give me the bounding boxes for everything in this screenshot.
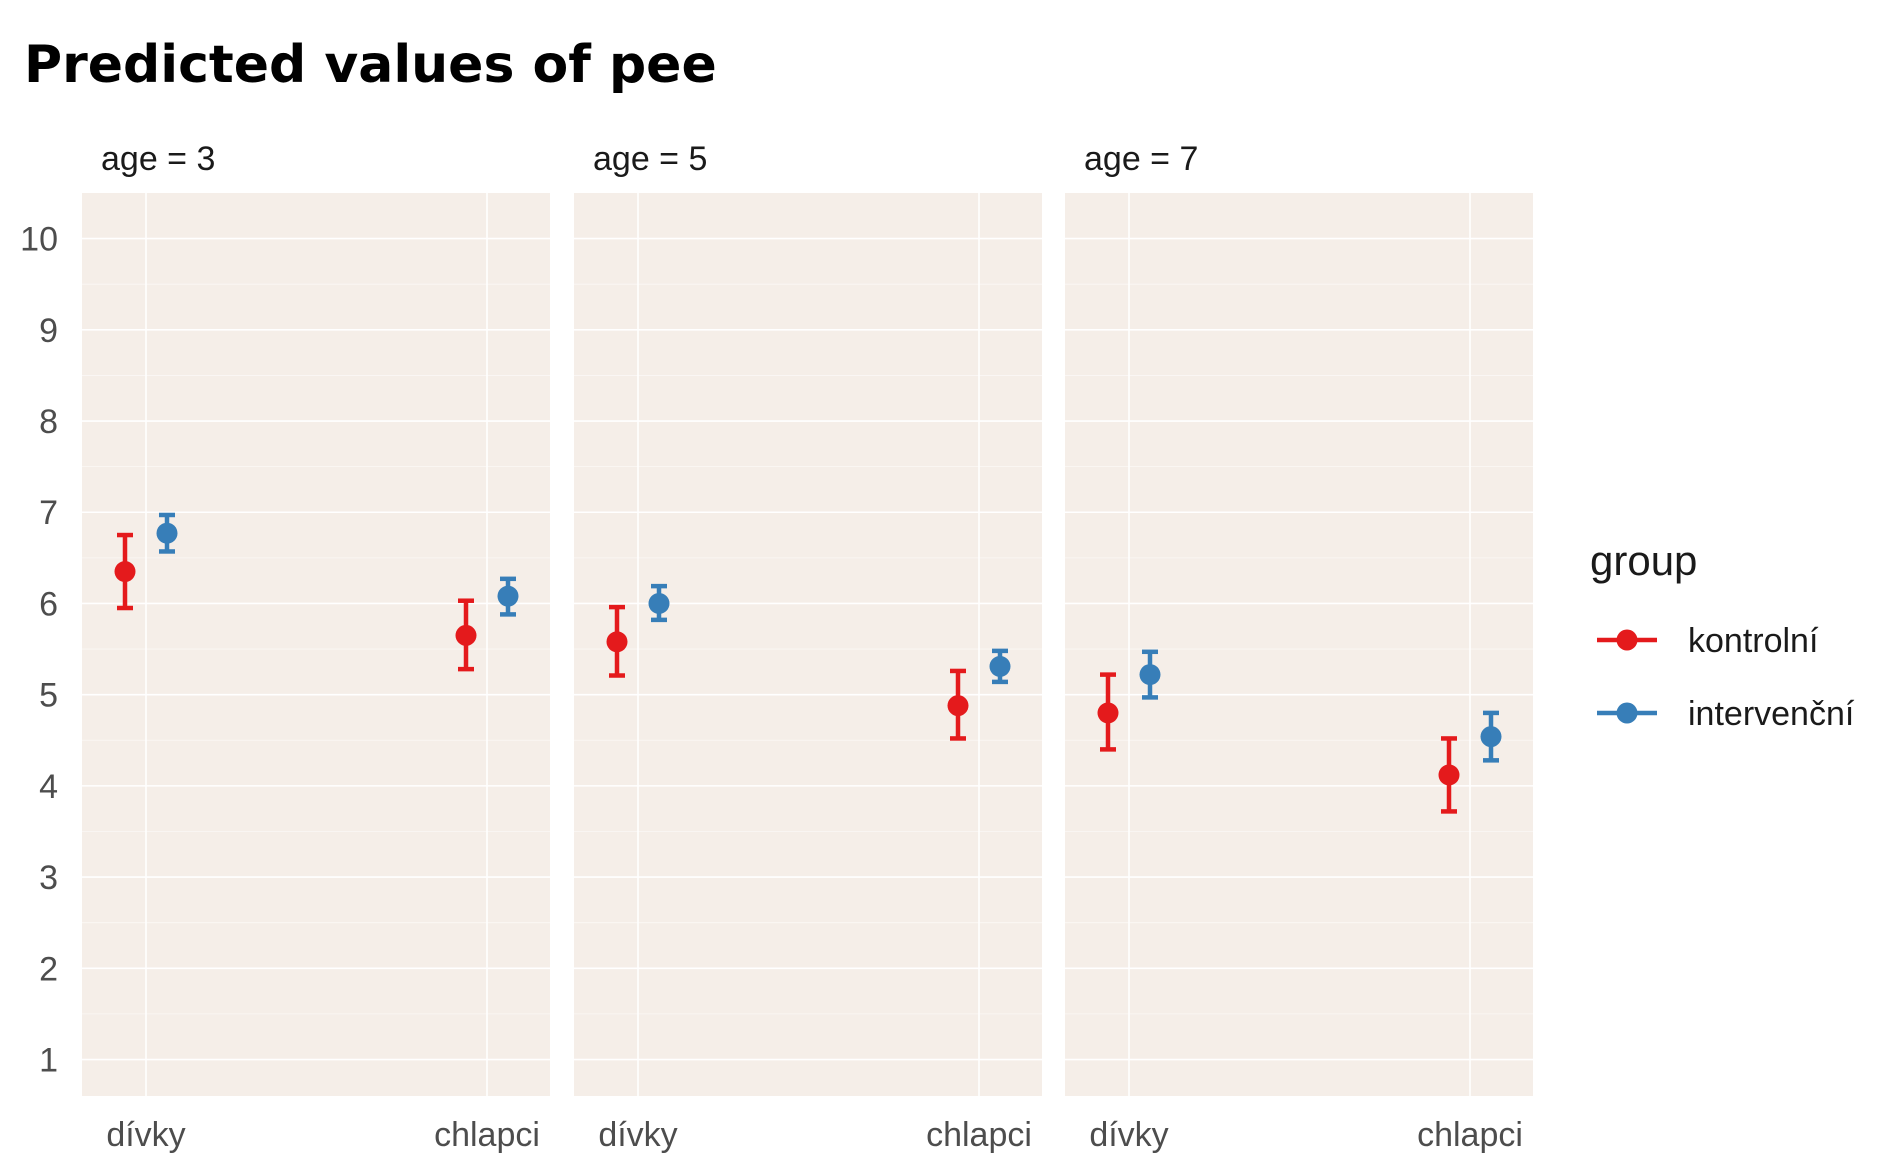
- data-point: [1480, 726, 1502, 748]
- legend-item: intervenční: [1597, 695, 1855, 733]
- y-tick-label: 7: [39, 494, 58, 532]
- data-point: [497, 585, 519, 607]
- data-point: [156, 522, 178, 544]
- legend-item: kontrolní: [1597, 622, 1819, 660]
- x-tick-label: dívky: [1089, 1116, 1168, 1154]
- data-point: [1139, 664, 1161, 686]
- legend-key-point: [1616, 629, 1638, 651]
- y-tick-label: 1: [39, 1042, 58, 1080]
- legend-label: kontrolní: [1688, 622, 1819, 660]
- data-point: [989, 655, 1011, 677]
- legend: group kontrolní intervenční: [1590, 537, 1855, 733]
- y-tick-label: 4: [39, 768, 58, 806]
- y-tick-label: 10: [20, 221, 58, 259]
- panel-background: [574, 193, 1042, 1096]
- y-axis: 1 2 3 4 5 6 7 8 9 10: [20, 221, 58, 1080]
- x-tick-label: chlapci: [434, 1116, 540, 1154]
- data-point: [114, 561, 136, 583]
- x-tick-label: dívky: [598, 1116, 677, 1154]
- facet-panel: age = 7 dívky chlapci: [1065, 140, 1533, 1154]
- legend-label: intervenční: [1688, 695, 1855, 733]
- data-point: [1438, 764, 1460, 786]
- panel-background: [82, 193, 550, 1096]
- legend-key-point: [1616, 702, 1638, 724]
- facet-label: age = 5: [593, 140, 707, 178]
- facet-panel: age = 5 dívky chlapci: [574, 140, 1042, 1154]
- data-point: [455, 624, 477, 646]
- y-tick-label: 8: [39, 403, 58, 441]
- chart-title: Predicted values of pee: [24, 35, 717, 95]
- y-tick-label: 3: [39, 859, 58, 897]
- facet-label: age = 7: [1084, 140, 1198, 178]
- y-tick-label: 6: [39, 585, 58, 623]
- x-tick-label: chlapci: [1417, 1116, 1523, 1154]
- data-point: [606, 631, 628, 653]
- x-tick-label: chlapci: [926, 1116, 1032, 1154]
- data-point: [1097, 702, 1119, 724]
- data-point: [947, 695, 969, 717]
- facet-label: age = 3: [101, 140, 215, 178]
- y-tick-label: 2: [39, 950, 58, 988]
- data-point: [648, 592, 670, 614]
- y-tick-label: 9: [39, 312, 58, 350]
- y-tick-label: 5: [39, 677, 58, 715]
- legend-title: group: [1590, 537, 1697, 584]
- panel-background: [1065, 193, 1533, 1096]
- facet-panel: age = 3 dívky chlapci: [82, 140, 550, 1154]
- x-tick-label: dívky: [106, 1116, 185, 1154]
